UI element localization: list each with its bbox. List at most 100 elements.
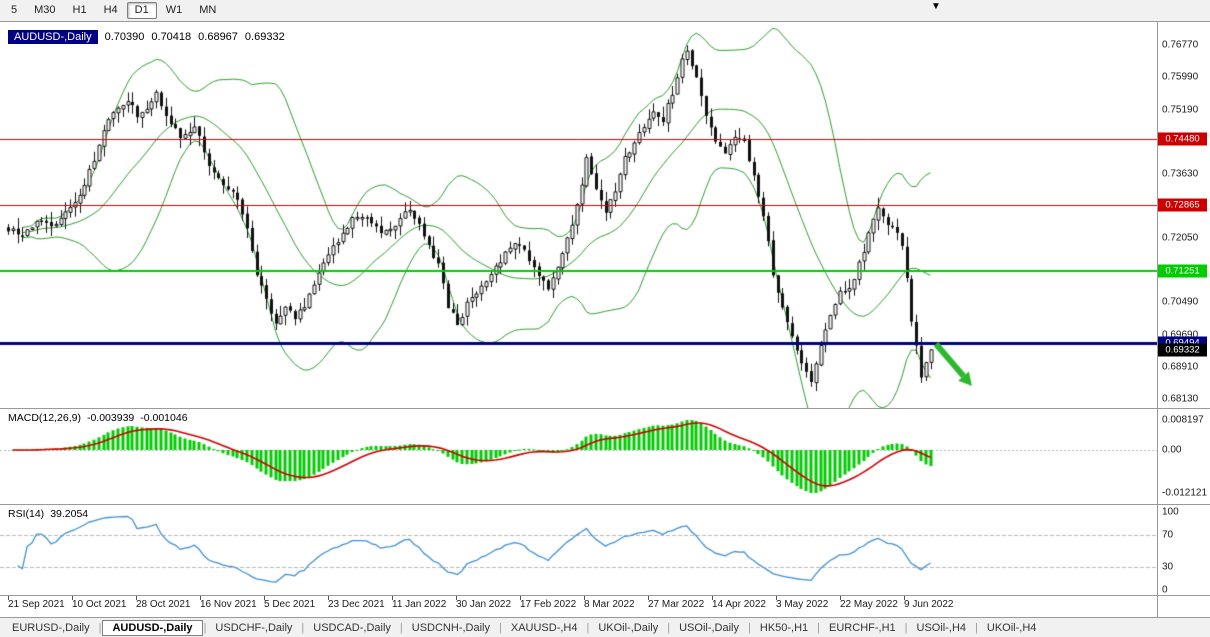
price-axis-label: 0.72050	[1162, 232, 1199, 244]
date-axis-tick	[200, 596, 201, 600]
rsi-axis-label: 0	[1162, 584, 1168, 596]
current-price-tag: 0.69332	[1158, 343, 1207, 357]
timeframe-toolbar: 5 M30 H1 H4 D1 W1 MN	[0, 0, 1210, 22]
date-axis-label: 16 Nov 2021	[200, 599, 257, 610]
ohlc-high: 0.70418	[151, 31, 192, 43]
date-axis-label: 14 Apr 2022	[712, 599, 766, 610]
rsi-value: 39.2054	[50, 508, 89, 520]
date-axis-label: 28 Oct 2021	[136, 599, 191, 610]
price-level-tag: 0.71251	[1158, 264, 1207, 278]
price-axis-label: 0.68910	[1162, 361, 1199, 373]
chart-tab-usdchf-daily[interactable]: USDCHF-,Daily	[215, 621, 293, 634]
ohlc-close: 0.69332	[244, 31, 285, 43]
chart-tab-hk50-h1[interactable]: HK50-,H1	[759, 621, 809, 634]
price-level-tag: 0.72865	[1158, 198, 1207, 212]
date-axis-label: 5 Dec 2021	[264, 599, 316, 610]
date-axis-tick	[264, 596, 265, 600]
tab-separator: |	[975, 621, 978, 634]
date-axis-tick	[584, 596, 585, 600]
macd-axis-label: 0.00	[1162, 444, 1182, 456]
date-axis-tick	[648, 596, 649, 600]
chart-tab-usdcnh-daily[interactable]: USDCNH-,Daily	[411, 621, 490, 634]
rsi-axis-label: 30	[1162, 561, 1174, 573]
price-axis-label: 0.68130	[1162, 393, 1199, 405]
rsi-indicator-label: RSI(14) 39.2054	[8, 508, 88, 520]
price-axis-label: 0.70490	[1162, 296, 1199, 308]
date-axis-tick	[392, 596, 393, 600]
tab-separator: |	[399, 621, 403, 634]
date-axis-label: 17 Feb 2022	[520, 599, 577, 610]
timeframe-button-w1[interactable]: W1	[158, 2, 191, 19]
date-axis-label: 30 Jan 2022	[456, 599, 512, 610]
date-axis-tick	[712, 596, 713, 600]
price-axis-label: 0.69690	[1162, 329, 1199, 341]
chart-tab-ukoil-h4[interactable]: UKOil-,H4	[986, 621, 1037, 634]
chart-tab-ukoil-daily[interactable]: UKOil-,Daily	[598, 621, 659, 634]
timeframe-button-m30[interactable]: M30	[26, 2, 63, 19]
chart-tab-usdcad-daily[interactable]: USDCAD-,Daily	[313, 621, 391, 634]
tab-separator: |	[98, 621, 102, 634]
ohlc-open: 0.70390	[104, 31, 145, 43]
chart-tab-usoil-daily[interactable]: USOil-,Daily	[679, 621, 740, 634]
ohlc-low: 0.68967	[198, 31, 238, 43]
chart-tab-usoil-h4[interactable]: USOil-,H4	[916, 621, 967, 634]
date-axis-label: 11 Jan 2022	[392, 599, 447, 610]
tab-separator: |	[817, 621, 821, 634]
rsi-panel-canvas[interactable]	[0, 505, 1157, 595]
date-axis-label: 27 Mar 2022	[648, 599, 705, 610]
price-axis-label: 0.76770	[1162, 39, 1199, 51]
price-level-tag: 0.74480	[1158, 132, 1207, 146]
date-axis-label: 9 Jun 2022	[904, 599, 954, 610]
chart-tab-eurchf-h1[interactable]: EURCHF-,H1	[829, 621, 896, 634]
date-axis-tick	[136, 596, 137, 600]
tab-separator: |	[203, 621, 207, 634]
tab-separator: |	[748, 621, 751, 634]
date-axis-label: 10 Oct 2021	[72, 599, 127, 610]
tab-separator: |	[904, 621, 908, 634]
date-axis-tick	[456, 596, 457, 600]
rsi-axis-label: 100	[1162, 506, 1179, 518]
macd-name: MACD(12,26,9)	[8, 412, 81, 424]
date-axis-label: 22 May 2022	[840, 599, 898, 610]
date-axis-tick	[328, 596, 329, 600]
macd-indicator-label: MACD(12,26,9) -0.003939 -0.001046	[8, 412, 188, 424]
date-axis-label: 21 Sep 2021	[8, 599, 65, 610]
chart-tab-eurusd-daily[interactable]: EURUSD-,Daily	[12, 621, 90, 634]
rsi-axis-label: 70	[1162, 529, 1174, 541]
price-axis-label: 0.75990	[1162, 71, 1199, 83]
date-axis-label: 8 Mar 2022	[584, 599, 635, 610]
panel-separator-dates	[0, 595, 1210, 596]
tab-separator: |	[586, 621, 590, 634]
date-axis-tick	[776, 596, 777, 600]
date-axis-tick	[520, 596, 521, 600]
price-chart-canvas[interactable]	[0, 22, 1157, 408]
chart-tab-bar: EURUSD-,Daily | AUDUSD-,Daily | USDCHF-,Dail…	[0, 617, 1210, 637]
price-axis-label: 0.73630	[1162, 168, 1199, 180]
date-axis-tick	[904, 596, 905, 600]
date-axis-tick	[72, 596, 73, 600]
macd-panel-canvas[interactable]	[0, 409, 1157, 504]
chart-tab-xauusd-h4[interactable]: XAUUSD-,H4	[510, 621, 578, 634]
price-axis-label: 0.75190	[1162, 104, 1199, 116]
chart-header: AUDUSD-,Daily 0.70390 0.70418 0.68967 0.…	[8, 30, 285, 44]
chart-tab-audusd-daily[interactable]: AUDUSD-,Daily	[102, 619, 203, 636]
date-axis-label: 23 Dec 2021	[328, 599, 385, 610]
chart-shift-marker[interactable]: ▼	[931, 1, 941, 12]
rsi-name: RSI(14)	[8, 508, 45, 520]
macd-signal-value: -0.001046	[140, 412, 188, 424]
timeframe-button-mn[interactable]: MN	[191, 2, 224, 19]
price-axis-separator	[1157, 22, 1158, 617]
tab-separator: |	[499, 621, 502, 634]
timeframe-button-d1[interactable]: D1	[126, 2, 157, 19]
date-axis-label: 3 May 2022	[776, 599, 829, 610]
macd-axis-label: 0.008197	[1162, 414, 1204, 426]
macd-main-value: -0.003939	[86, 412, 135, 424]
timeframe-button-h4[interactable]: H4	[96, 2, 126, 19]
timeframe-button-5[interactable]: 5	[3, 2, 25, 19]
chart-symbol-title: AUDUSD-,Daily	[8, 30, 98, 44]
panel-separator-macd	[0, 408, 1210, 409]
timeframe-button-h1[interactable]: H1	[65, 2, 95, 19]
date-axis-tick	[840, 596, 841, 600]
date-axis-tick	[8, 596, 9, 600]
